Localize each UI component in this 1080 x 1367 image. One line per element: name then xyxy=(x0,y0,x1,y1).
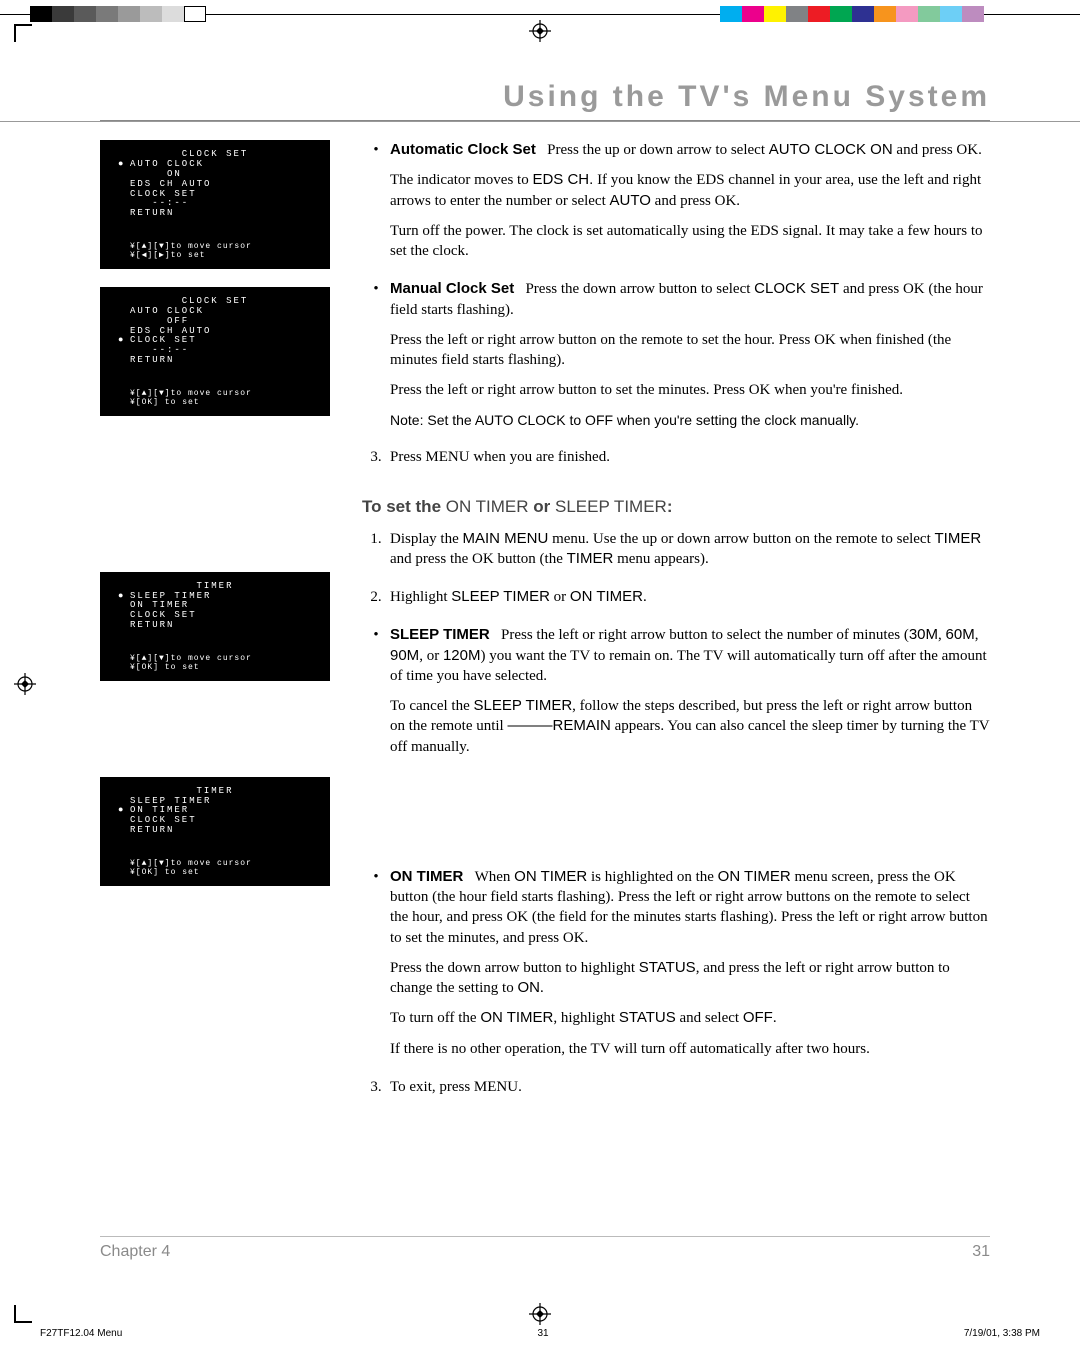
meta-page: 31 xyxy=(537,1328,548,1339)
page-number: 31 xyxy=(972,1243,990,1261)
print-meta: F27TF12.04 Menu 31 7/19/01, 3:38 PM xyxy=(40,1328,1040,1339)
subhead-timer: To set the ON TIMER or SLEEP TIMER: xyxy=(362,496,990,519)
osd-timer-on: TIMERSLEEP TIMER●ON TIMERCLOCK SETRETURN… xyxy=(100,777,330,886)
osd-timer-sleep: TIMER●SLEEP TIMERON TIMERCLOCK SETRETURN… xyxy=(100,572,330,681)
timer-step-2: 2. Highlight SLEEP TIMER or ON TIMER. xyxy=(362,587,990,617)
timer-step-3: 3. To exit, press MENU. xyxy=(362,1077,990,1107)
gray-swatches xyxy=(30,6,206,22)
chapter-label: Chapter 4 xyxy=(100,1243,170,1261)
registration-mark-icon xyxy=(14,673,36,695)
bullet-manual-clock: • Manual Clock Set Press the down arrow … xyxy=(362,279,990,439)
step-3-menu: 3. Press MENU when you are finished. xyxy=(362,447,990,477)
crop-mark-icon xyxy=(14,24,32,42)
label-auto-clock: Automatic Clock Set xyxy=(390,141,536,158)
registration-mark-icon xyxy=(529,20,551,42)
crop-mark-icon xyxy=(14,1305,32,1323)
color-swatches xyxy=(720,6,984,22)
main-column: • Automatic Clock Set Press the up or do… xyxy=(362,140,990,1115)
bullet-auto-clock: • Automatic Clock Set Press the up or do… xyxy=(362,140,990,271)
page-content: Using the TV's Menu System CLOCK SET●AUT… xyxy=(100,80,990,1287)
osd-clock-auto: CLOCK SET●AUTO CLOCK ONEDS CH AUTOCLOCK … xyxy=(100,140,330,269)
bullet-on-timer: • ON TIMER When ON TIMER is highlighted … xyxy=(362,867,990,1069)
label-manual-clock: Manual Clock Set xyxy=(390,280,514,297)
registration-mark-icon xyxy=(529,1303,551,1325)
meta-date: 7/19/01, 3:38 PM xyxy=(964,1328,1040,1339)
label-on-timer: ON TIMER xyxy=(390,868,463,885)
bullet-sleep-timer: • SLEEP TIMER Press the left or right ar… xyxy=(362,625,990,767)
note-auto-off: Note: Set the AUTO CLOCK to OFF when you… xyxy=(390,411,990,430)
page-footer: Chapter 4 31 xyxy=(100,1236,990,1261)
meta-file: F27TF12.04 Menu xyxy=(40,1328,122,1339)
sidebar-column: CLOCK SET●AUTO CLOCK ONEDS CH AUTOCLOCK … xyxy=(100,140,330,1115)
page-title: Using the TV's Menu System xyxy=(100,80,990,114)
osd-clock-manual: CLOCK SETAUTO CLOCK OFFEDS CH AUTO●CLOCK… xyxy=(100,287,330,416)
label-sleep-timer: SLEEP TIMER xyxy=(390,626,490,643)
timer-step-1: 1. Display the MAIN MENU menu. Use the u… xyxy=(362,529,990,580)
page-header: Using the TV's Menu System xyxy=(100,80,990,122)
